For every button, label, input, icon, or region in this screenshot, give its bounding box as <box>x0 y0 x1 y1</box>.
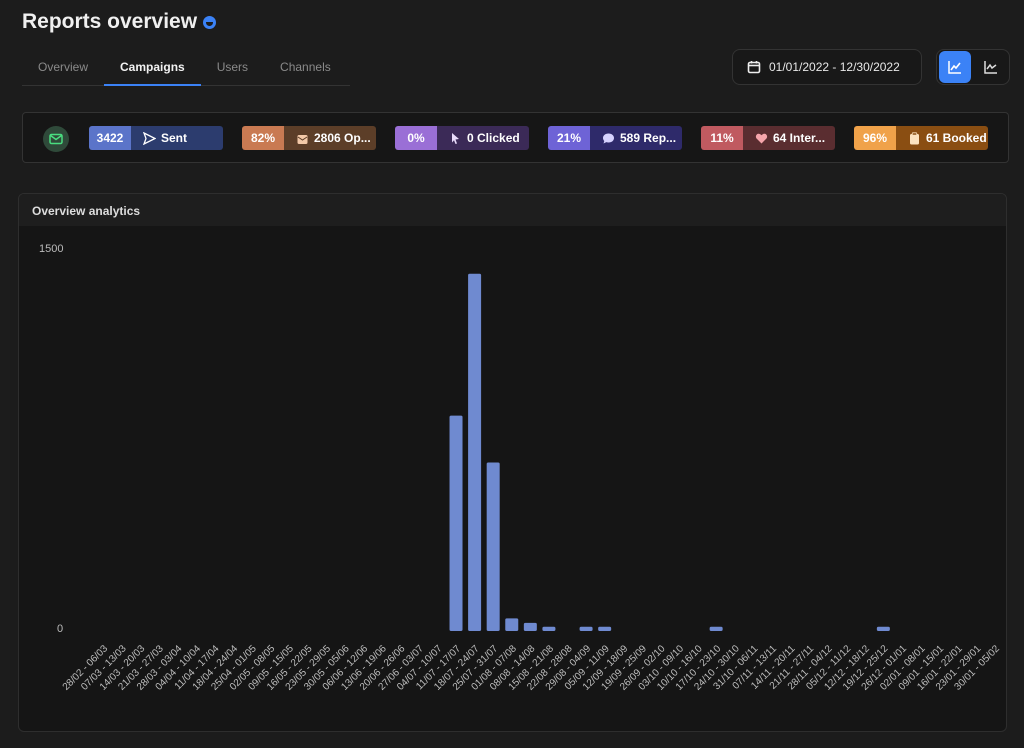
stat-replied[interactable]: 21% 589 Rep... <box>548 126 682 150</box>
overview-analytics-panel: Overview analytics 1500 0 28/02 - 06/03 0… <box>18 193 1007 732</box>
line-chart-view-button[interactable] <box>975 51 1007 83</box>
stat-sent[interactable]: 3422 Sent <box>89 126 223 150</box>
chart-bar[interactable] <box>876 626 890 631</box>
status-dot-icon <box>203 15 217 29</box>
stat-opened-value: 82% <box>242 126 284 150</box>
open-envelope-icon <box>297 134 308 144</box>
stat-clicked[interactable]: 0% 0 Clicked <box>395 126 529 150</box>
stat-interested-value: 11% <box>701 126 743 150</box>
line-chart-icon <box>984 61 997 74</box>
cursor-click-icon <box>452 132 459 144</box>
tab-campaigns[interactable]: Campaigns <box>104 50 201 86</box>
area-chart-view-button[interactable] <box>939 51 971 83</box>
chart-bar[interactable] <box>505 618 519 631</box>
chart-bar[interactable] <box>598 626 612 631</box>
y-tick-max: 1500 <box>39 243 64 255</box>
tab-channels[interactable]: Channels <box>280 60 331 74</box>
stat-sent-value: 3422 <box>89 126 131 150</box>
chart-view-toggle <box>936 49 1010 85</box>
campaign-stats-bar: 3422 Sent 82% 2806 Op... 0% 0 Clicked 21… <box>22 112 1009 163</box>
tab-users[interactable]: Users <box>216 60 249 74</box>
chart-bar[interactable] <box>709 626 723 631</box>
clipboard-icon <box>910 131 919 144</box>
y-tick-min: 0 <box>57 623 64 635</box>
mail-icon <box>43 126 69 152</box>
area-chart-icon <box>948 61 961 74</box>
stat-replied-value: 21% <box>548 126 590 150</box>
stat-clicked-label: 0 Clicked <box>467 131 520 145</box>
stat-replied-label: 589 Rep... <box>620 131 677 145</box>
tab-bar: Overview Campaigns Users Channels <box>22 50 350 86</box>
stat-opened-label: 2806 Op... <box>314 131 371 145</box>
tab-overview[interactable]: Overview <box>38 60 89 74</box>
heart-icon <box>755 133 768 143</box>
stat-clicked-value: 0% <box>395 126 437 150</box>
chat-bubble-icon <box>603 133 614 143</box>
stat-opened[interactable]: 82% 2806 Op... <box>242 126 376 150</box>
chart-bar[interactable] <box>579 626 593 631</box>
page-title-text: Reports overview <box>22 10 198 33</box>
chart-bar[interactable] <box>449 415 463 631</box>
calendar-icon <box>747 61 761 74</box>
date-range-text: 01/01/2022 - 12/30/2022 <box>769 60 900 74</box>
stat-booked-value: 96% <box>854 126 896 150</box>
send-icon <box>143 131 156 145</box>
chart-bar[interactable] <box>468 273 482 631</box>
stat-booked-label: 61 Booked <box>926 131 987 145</box>
stat-sent-label: Sent <box>161 131 188 145</box>
chart-bar[interactable] <box>542 626 556 631</box>
panel-title: Overview analytics <box>19 194 1006 226</box>
stat-interested[interactable]: 11% 64 Inter... <box>701 126 835 150</box>
page-title: Reports overview <box>22 10 217 34</box>
stat-booked[interactable]: 96% 61 Booked <box>854 126 988 150</box>
stat-interested-label: 64 Inter... <box>773 131 826 145</box>
date-range-picker[interactable]: 01/01/2022 - 12/30/2022 <box>732 49 922 85</box>
chart-bar[interactable] <box>486 462 500 631</box>
chart-bar[interactable] <box>523 622 537 631</box>
